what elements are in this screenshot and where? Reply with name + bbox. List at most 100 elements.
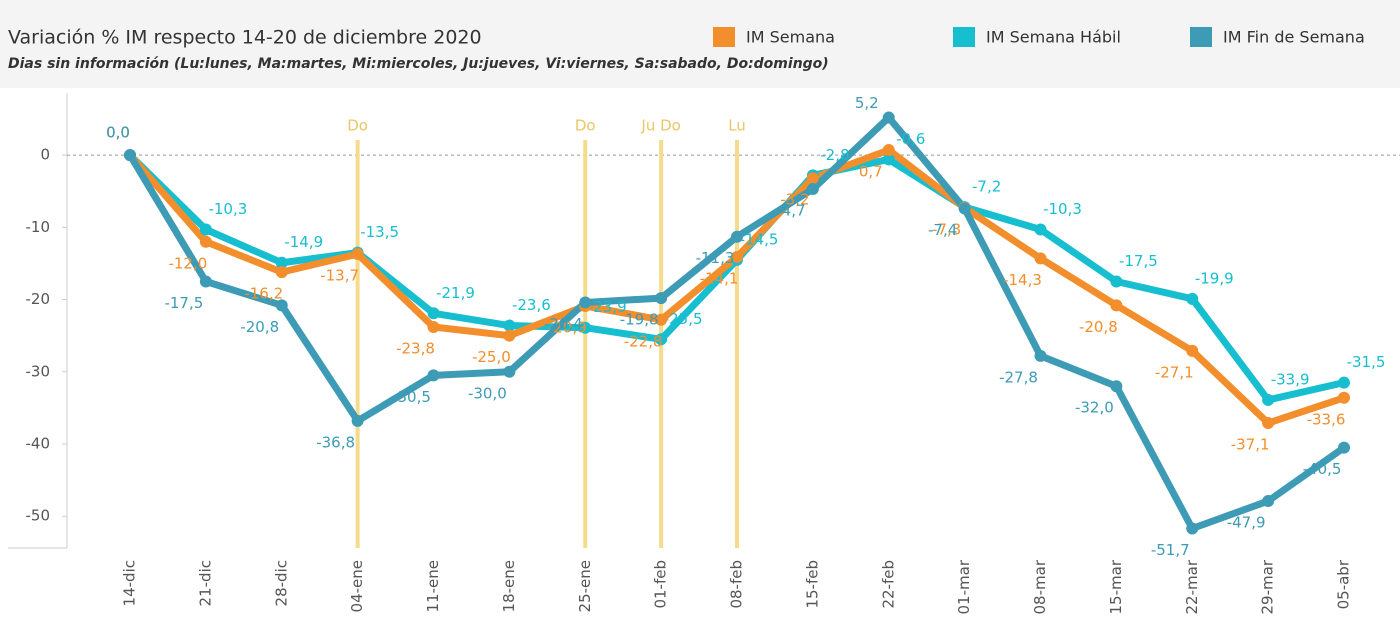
x-tick-label: 15-feb bbox=[803, 560, 821, 609]
annotation-text: Lu bbox=[728, 117, 746, 135]
point bbox=[882, 111, 895, 124]
value-label: -10,3 bbox=[208, 200, 247, 218]
value-label: -14,5 bbox=[740, 230, 779, 248]
point bbox=[1262, 495, 1275, 508]
point bbox=[958, 202, 971, 215]
point bbox=[1262, 393, 1275, 406]
point bbox=[655, 333, 668, 346]
point bbox=[1338, 391, 1350, 404]
value-label: -7,3 bbox=[932, 220, 961, 238]
x-tick-label: 15-mar bbox=[1107, 559, 1125, 614]
x-tick-label: 29-mar bbox=[1259, 559, 1277, 614]
x-tick-label: 14-dic bbox=[121, 560, 139, 606]
point bbox=[199, 235, 212, 248]
point bbox=[806, 172, 819, 185]
point bbox=[731, 250, 743, 263]
value-label: -20,8 bbox=[240, 318, 279, 336]
point bbox=[1186, 344, 1199, 357]
x-tick-label: 01-feb bbox=[652, 560, 670, 609]
value-label: -36,8 bbox=[316, 433, 355, 451]
point bbox=[503, 329, 516, 342]
point bbox=[503, 319, 516, 332]
value-label: -51,7 bbox=[1151, 541, 1190, 559]
y-tick-label: -40 bbox=[26, 435, 51, 453]
point bbox=[1338, 376, 1350, 389]
point bbox=[882, 144, 895, 157]
point bbox=[351, 248, 364, 261]
value-label: -23,8 bbox=[396, 340, 435, 358]
value-label: -7,2 bbox=[972, 178, 1001, 196]
y-tick-label: -20 bbox=[26, 290, 51, 308]
legend-swatch bbox=[953, 27, 975, 47]
x-tick-label: 05-abr bbox=[1335, 559, 1353, 609]
point bbox=[1034, 252, 1047, 265]
value-label: -47,9 bbox=[1227, 514, 1266, 532]
point bbox=[275, 256, 288, 269]
value-label: -10,3 bbox=[1043, 200, 1082, 218]
x-tick-label: 08-feb bbox=[728, 560, 746, 609]
value-label: -13,7 bbox=[320, 267, 359, 285]
value-label: -40,5 bbox=[1303, 460, 1342, 478]
y-tick-label: 0 bbox=[40, 146, 50, 164]
value-label: -11,3 bbox=[696, 249, 735, 267]
value-label: -20,4 bbox=[544, 315, 583, 333]
point bbox=[1110, 299, 1123, 312]
value-label: -31,5 bbox=[1347, 353, 1386, 371]
x-tick-label: 21-dic bbox=[196, 560, 214, 606]
point bbox=[882, 153, 895, 166]
x-tick-label: 18-ene bbox=[500, 560, 518, 612]
point bbox=[1034, 223, 1047, 236]
point bbox=[1034, 349, 1047, 362]
value-label: -7,4 bbox=[928, 221, 957, 239]
value-label: -33,9 bbox=[1271, 370, 1310, 388]
annotation-text: Ju Do bbox=[640, 117, 680, 135]
value-label: -23,6 bbox=[512, 296, 551, 314]
value-label: 0,0 bbox=[106, 124, 130, 142]
value-label: -0,6 bbox=[896, 130, 925, 148]
value-label: -14,9 bbox=[284, 233, 323, 251]
value-label: -20,9 bbox=[548, 319, 587, 337]
point bbox=[503, 365, 516, 378]
value-label: -2,8 bbox=[820, 146, 849, 164]
y-tick-label: -50 bbox=[26, 507, 51, 525]
point bbox=[427, 369, 440, 382]
point bbox=[806, 183, 819, 196]
legend-label: IM Semana Hábil bbox=[986, 28, 1121, 47]
value-label: -16,2 bbox=[244, 285, 283, 303]
value-label: 0,0 bbox=[106, 124, 130, 142]
value-label: -13,5 bbox=[360, 223, 399, 241]
chart-title: Variación % IM respecto 14-20 de diciemb… bbox=[8, 27, 482, 49]
point bbox=[351, 414, 364, 427]
value-label: -27,1 bbox=[1155, 363, 1194, 381]
value-label: -4,7 bbox=[776, 202, 805, 220]
point bbox=[1110, 380, 1123, 393]
x-tick-label: 04-ene bbox=[348, 560, 366, 612]
value-label: -3,2 bbox=[780, 191, 809, 209]
value-label: -19,8 bbox=[620, 311, 659, 329]
point bbox=[427, 321, 440, 333]
value-label: -20,8 bbox=[1079, 318, 1118, 336]
value-label: -14,1 bbox=[700, 269, 739, 287]
point bbox=[579, 296, 592, 309]
value-label: -22,8 bbox=[624, 332, 663, 350]
y-tick-label: -10 bbox=[26, 218, 51, 236]
annotation-text: Do bbox=[575, 117, 596, 135]
point bbox=[199, 275, 212, 288]
value-label: 0,7 bbox=[859, 163, 883, 181]
chart-subtitle: Dias sin información (Lu:lunes, Ma:marte… bbox=[8, 56, 829, 72]
point bbox=[1262, 417, 1275, 430]
point bbox=[1186, 292, 1199, 305]
point bbox=[427, 307, 440, 320]
value-label: -21,9 bbox=[436, 284, 475, 302]
legend: IM Semana IM Semana Hábil IM Fin de Semana bbox=[713, 27, 1365, 47]
x-tick-label: 22-feb bbox=[879, 560, 897, 609]
value-label: -19,9 bbox=[1195, 269, 1234, 287]
value-label: -23,9 bbox=[588, 298, 627, 316]
annotation-text: Do bbox=[347, 117, 368, 135]
value-label: -32,0 bbox=[1075, 399, 1114, 417]
value-label: -25,0 bbox=[472, 348, 511, 366]
value-label: -12,0 bbox=[168, 254, 207, 272]
point bbox=[579, 321, 592, 334]
value-label: 0,0 bbox=[106, 124, 130, 142]
x-tick-label: 22-mar bbox=[1183, 559, 1201, 614]
